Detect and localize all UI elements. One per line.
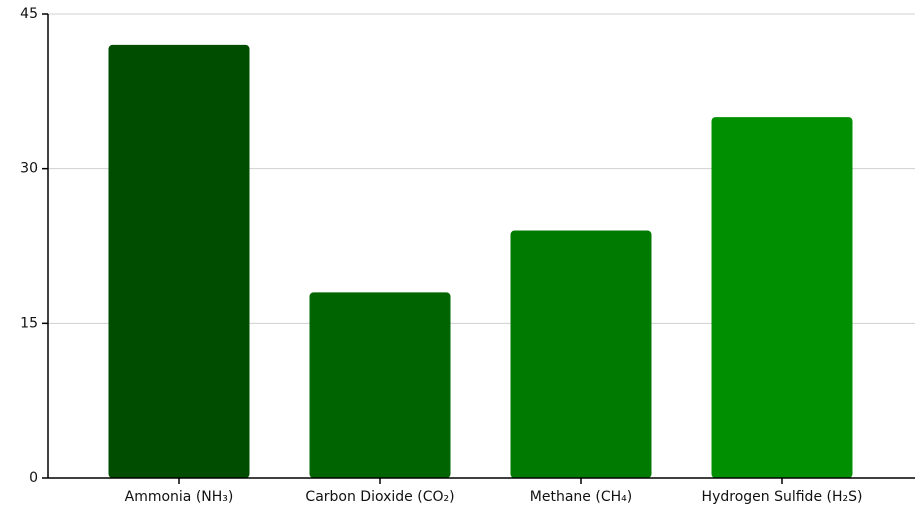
bar xyxy=(108,44,250,478)
x-tick-label: Ammonia (NH₃) xyxy=(125,489,234,505)
y-tick-label: 45 xyxy=(20,6,38,22)
y-tick-label: 0 xyxy=(29,470,38,486)
x-tick-label: Methane (CH₄) xyxy=(530,489,632,505)
x-tick-label: Hydrogen Sulfide (H₂S) xyxy=(702,489,863,505)
x-tick-label: Carbon Dioxide (CO₂) xyxy=(305,489,454,505)
bar xyxy=(510,230,652,478)
bar xyxy=(711,117,853,478)
y-tick-label: 30 xyxy=(20,161,38,177)
y-tick-label: 15 xyxy=(20,315,38,331)
bars xyxy=(108,44,853,478)
bar xyxy=(309,292,451,478)
